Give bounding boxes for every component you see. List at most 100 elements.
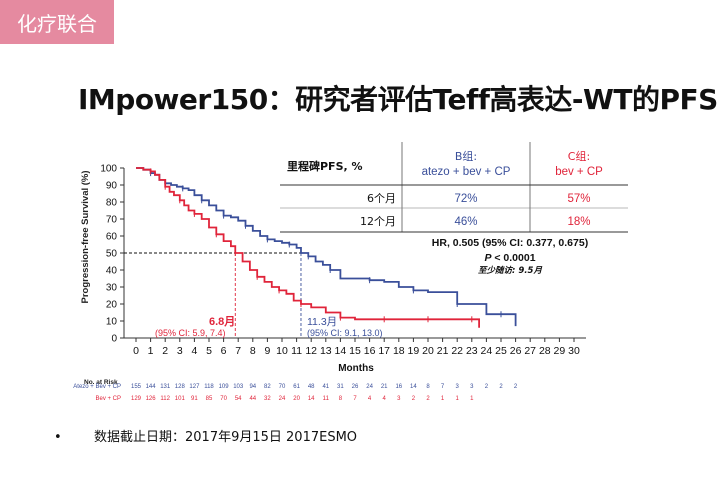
risk-count: 94	[249, 384, 256, 390]
risk-count: 32	[264, 396, 271, 402]
page-title: IMpower150：研究者评估Teff高表达-WT的PFS	[78, 83, 718, 116]
x-tick-label: 29	[554, 345, 566, 357]
risk-count: 103	[233, 384, 244, 390]
y-tick-label: 0	[111, 334, 117, 345]
x-tick-label: 28	[539, 345, 551, 357]
risk-count: 31	[337, 384, 344, 390]
risk-count: 61	[293, 384, 300, 390]
risk-count: 144	[146, 384, 157, 390]
risk-count: 20	[293, 396, 300, 402]
y-tick-label: 20	[106, 300, 118, 311]
risk-count: 70	[279, 384, 286, 390]
x-tick-label: 16	[364, 345, 376, 357]
risk-count: 1	[470, 396, 474, 402]
risk-count: 82	[264, 384, 271, 390]
x-tick-label: 23	[466, 345, 478, 357]
table-row-label: 6个月	[367, 192, 396, 205]
risk-count: 24	[366, 384, 373, 390]
y-tick-label: 40	[106, 266, 118, 277]
y-tick-label: 30	[106, 283, 118, 294]
risk-count: 16	[395, 384, 402, 390]
risk-count: 3	[456, 384, 460, 390]
y-axis-label: Progression-free Survival (%)	[80, 170, 91, 303]
y-tick-label: 60	[106, 232, 118, 243]
x-tick-label: 9	[264, 345, 270, 357]
risk-count: 54	[235, 396, 242, 402]
x-tick-label: 25	[495, 345, 507, 357]
table-header-label: 里程碑PFS, %	[287, 159, 363, 173]
hazard-ratio: HR, 0.505 (95% CI: 0.377, 0.675)	[432, 237, 588, 249]
risk-count: 129	[131, 396, 142, 402]
risk-count: 4	[368, 396, 372, 402]
section-tag: 化疗联合	[0, 0, 114, 44]
y-tick-label: 50	[106, 249, 118, 260]
risk-count: 2	[514, 384, 518, 390]
y-tick-label: 100	[100, 164, 117, 175]
y-tick-label: 80	[106, 198, 118, 209]
median-blue-label: 11.3月	[307, 316, 337, 328]
x-tick-label: 8	[250, 345, 256, 357]
risk-count: 14	[410, 384, 417, 390]
risk-count: 70	[220, 396, 227, 402]
risk-count: 8	[426, 384, 430, 390]
risk-count: 126	[146, 396, 157, 402]
table-group-b-regimen: atezo + bev + CP	[422, 166, 511, 178]
risk-count: 11	[323, 396, 330, 402]
table-row-c-value: 18%	[567, 216, 590, 228]
risk-count: 1	[456, 396, 460, 402]
x-tick-label: 10	[276, 345, 288, 357]
milestone-table: 里程碑PFS, % B组: atezo + bev + CP C组: bev +…	[280, 142, 628, 233]
risk-count: 118	[204, 384, 214, 390]
followup-note: 至少随访: 9.5月	[478, 265, 542, 276]
x-tick-label: 24	[481, 345, 493, 357]
x-tick-label: 30	[568, 345, 580, 357]
x-tick-label: 7	[235, 345, 241, 357]
table-group-c-regimen: bev + CP	[555, 166, 603, 178]
risk-count: 109	[219, 384, 230, 390]
table-row-c-value: 57%	[567, 193, 590, 205]
risk-count: 2	[412, 396, 416, 402]
x-tick-label: 14	[335, 345, 347, 357]
median-blue-ci: (95% CI: 9.1, 13.0)	[307, 328, 383, 338]
km-curve-bev-cp	[136, 167, 480, 328]
x-tick-label: 0	[133, 345, 139, 357]
risk-count: 41	[322, 384, 329, 390]
risk-count: 2	[499, 384, 503, 390]
risk-count: 101	[175, 396, 186, 402]
x-tick-label: 4	[191, 345, 197, 357]
x-tick-label: 21	[437, 345, 449, 357]
risk-count: 2	[426, 396, 430, 402]
median-red-ci: (95% CI: 5.9, 7.4)	[155, 328, 226, 338]
risk-count: 112	[160, 396, 170, 402]
y-tick-label: 10	[106, 317, 118, 328]
risk-blue-label: Atezo + Bev + CP	[73, 384, 121, 390]
risk-count: 91	[191, 396, 198, 402]
risk-count: 44	[249, 396, 256, 402]
x-tick-label: 22	[451, 345, 463, 357]
risk-count: 1	[441, 396, 445, 402]
risk-count: 26	[352, 384, 359, 390]
risk-count: 131	[160, 384, 171, 390]
table-row-b-value: 72%	[454, 193, 477, 205]
x-tick-label: 20	[422, 345, 434, 357]
x-tick-label: 15	[349, 345, 361, 357]
table-group-c-title: C组:	[568, 149, 590, 163]
x-tick-label: 19	[408, 345, 420, 357]
table-row-label: 12个月	[360, 215, 396, 228]
risk-count: 85	[206, 396, 213, 402]
p-value: P < 0.0001	[484, 252, 535, 264]
risk-count: 7	[353, 396, 357, 402]
p-value-symbol: P	[484, 252, 492, 264]
risk-count: 2	[485, 384, 489, 390]
risk-count: 14	[308, 396, 315, 402]
x-tick-label: 3	[177, 345, 183, 357]
footnote: • 数据截止日期：2017年9月15日 2017ESMO	[54, 426, 357, 445]
median-red-label: 6.8月	[209, 315, 235, 328]
table-row-b-value: 46%	[454, 216, 477, 228]
x-axis-label: Months	[338, 363, 374, 374]
x-tick-label: 17	[378, 345, 390, 357]
risk-count: 128	[175, 384, 186, 390]
risk-count: 48	[308, 384, 315, 390]
y-tick-label: 90	[106, 181, 118, 192]
risk-count: 24	[279, 396, 286, 402]
